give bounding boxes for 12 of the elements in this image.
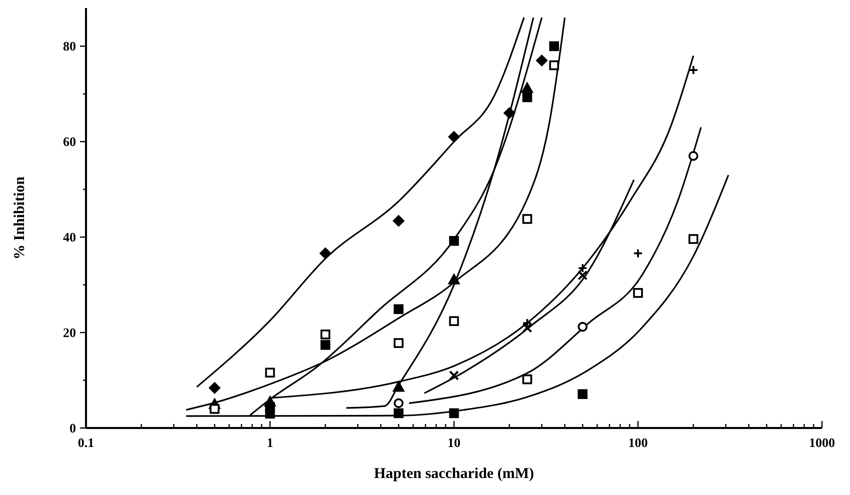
x-tick-label: 0.1 <box>78 435 94 450</box>
y-tick-label: 20 <box>63 325 76 340</box>
x-axis-title: Hapten saccharide (mM) <box>374 466 534 482</box>
x-tick-label: 100 <box>628 435 648 450</box>
y-axis-title: % Inhibition <box>12 176 28 260</box>
x-tick-label: 1000 <box>809 435 835 450</box>
x-tick-label: 1 <box>266 435 274 450</box>
y-tick-label: 40 <box>63 230 76 245</box>
y-tick-label: 80 <box>63 38 76 54</box>
y-tick-label: 60 <box>63 134 76 150</box>
x-tick-label: 10 <box>448 435 460 450</box>
y-tick-label: 0 <box>70 420 76 436</box>
